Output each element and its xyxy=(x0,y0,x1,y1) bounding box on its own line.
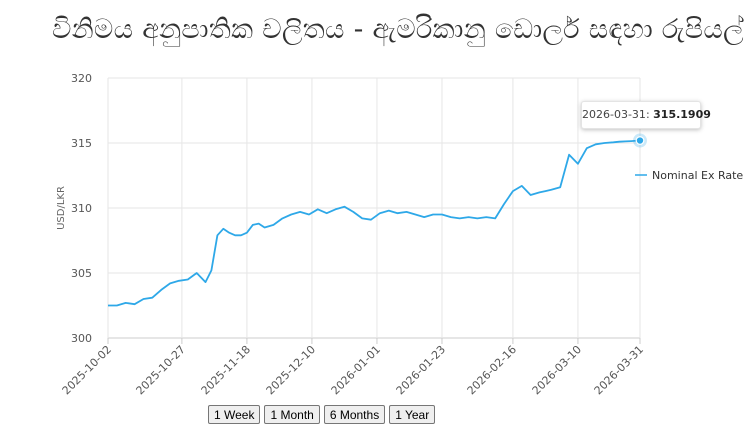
x-tick-label: 2026-01-01 xyxy=(329,343,383,397)
hover-point xyxy=(635,136,645,145)
range-6-months-button[interactable]: 6 Months xyxy=(323,405,386,424)
tooltip-value: 315.1909 xyxy=(653,108,711,121)
legend-label[interactable]: Nominal Ex Rate xyxy=(652,169,743,182)
series-layer xyxy=(108,133,647,307)
x-tick-label: 2025-10-02 xyxy=(60,343,114,397)
tooltip-separator: : xyxy=(645,108,654,121)
x-tick-label: 2025-11-18 xyxy=(199,343,253,397)
legend[interactable]: Nominal Ex Rate xyxy=(635,169,743,182)
range-1-week-button[interactable]: 1 Week xyxy=(208,405,261,424)
series-line-nominal-ex-rate xyxy=(108,139,641,307)
y-tick-label: 315 xyxy=(71,137,92,150)
x-tick-label: 2026-01-23 xyxy=(394,343,448,397)
x-tick-label: 2026-03-31 xyxy=(592,343,646,397)
x-tick-label: 2026-02-16 xyxy=(465,343,519,397)
x-tick-label: 2025-10-27 xyxy=(134,343,188,397)
y-tick-label: 305 xyxy=(71,267,92,280)
y-tick-label: 320 xyxy=(71,72,92,85)
chart-title: විනිමය අනුපාතික චලිතය - ඇමරිකානු ඩොලර් ස… xyxy=(52,14,744,45)
y-tick-label: 300 xyxy=(71,332,92,345)
y-axis-title: USD/LKR xyxy=(56,186,67,230)
range-1-year-button[interactable]: 1 Year xyxy=(389,405,436,424)
hover-tooltip: 2026-03-31: 315.1909 xyxy=(581,101,711,129)
range-selector: 1 Week 1 Month 6 Months 1 Year xyxy=(208,405,436,424)
y-tick-label: 310 xyxy=(71,202,92,215)
x-tick-label: 2026-03-10 xyxy=(530,343,584,397)
tooltip-date: 2026-03-31 xyxy=(582,108,646,121)
x-tick-label: 2025-12-10 xyxy=(264,343,318,397)
grid-layer xyxy=(107,77,641,339)
range-1-month-button[interactable]: 1 Month xyxy=(264,405,320,424)
